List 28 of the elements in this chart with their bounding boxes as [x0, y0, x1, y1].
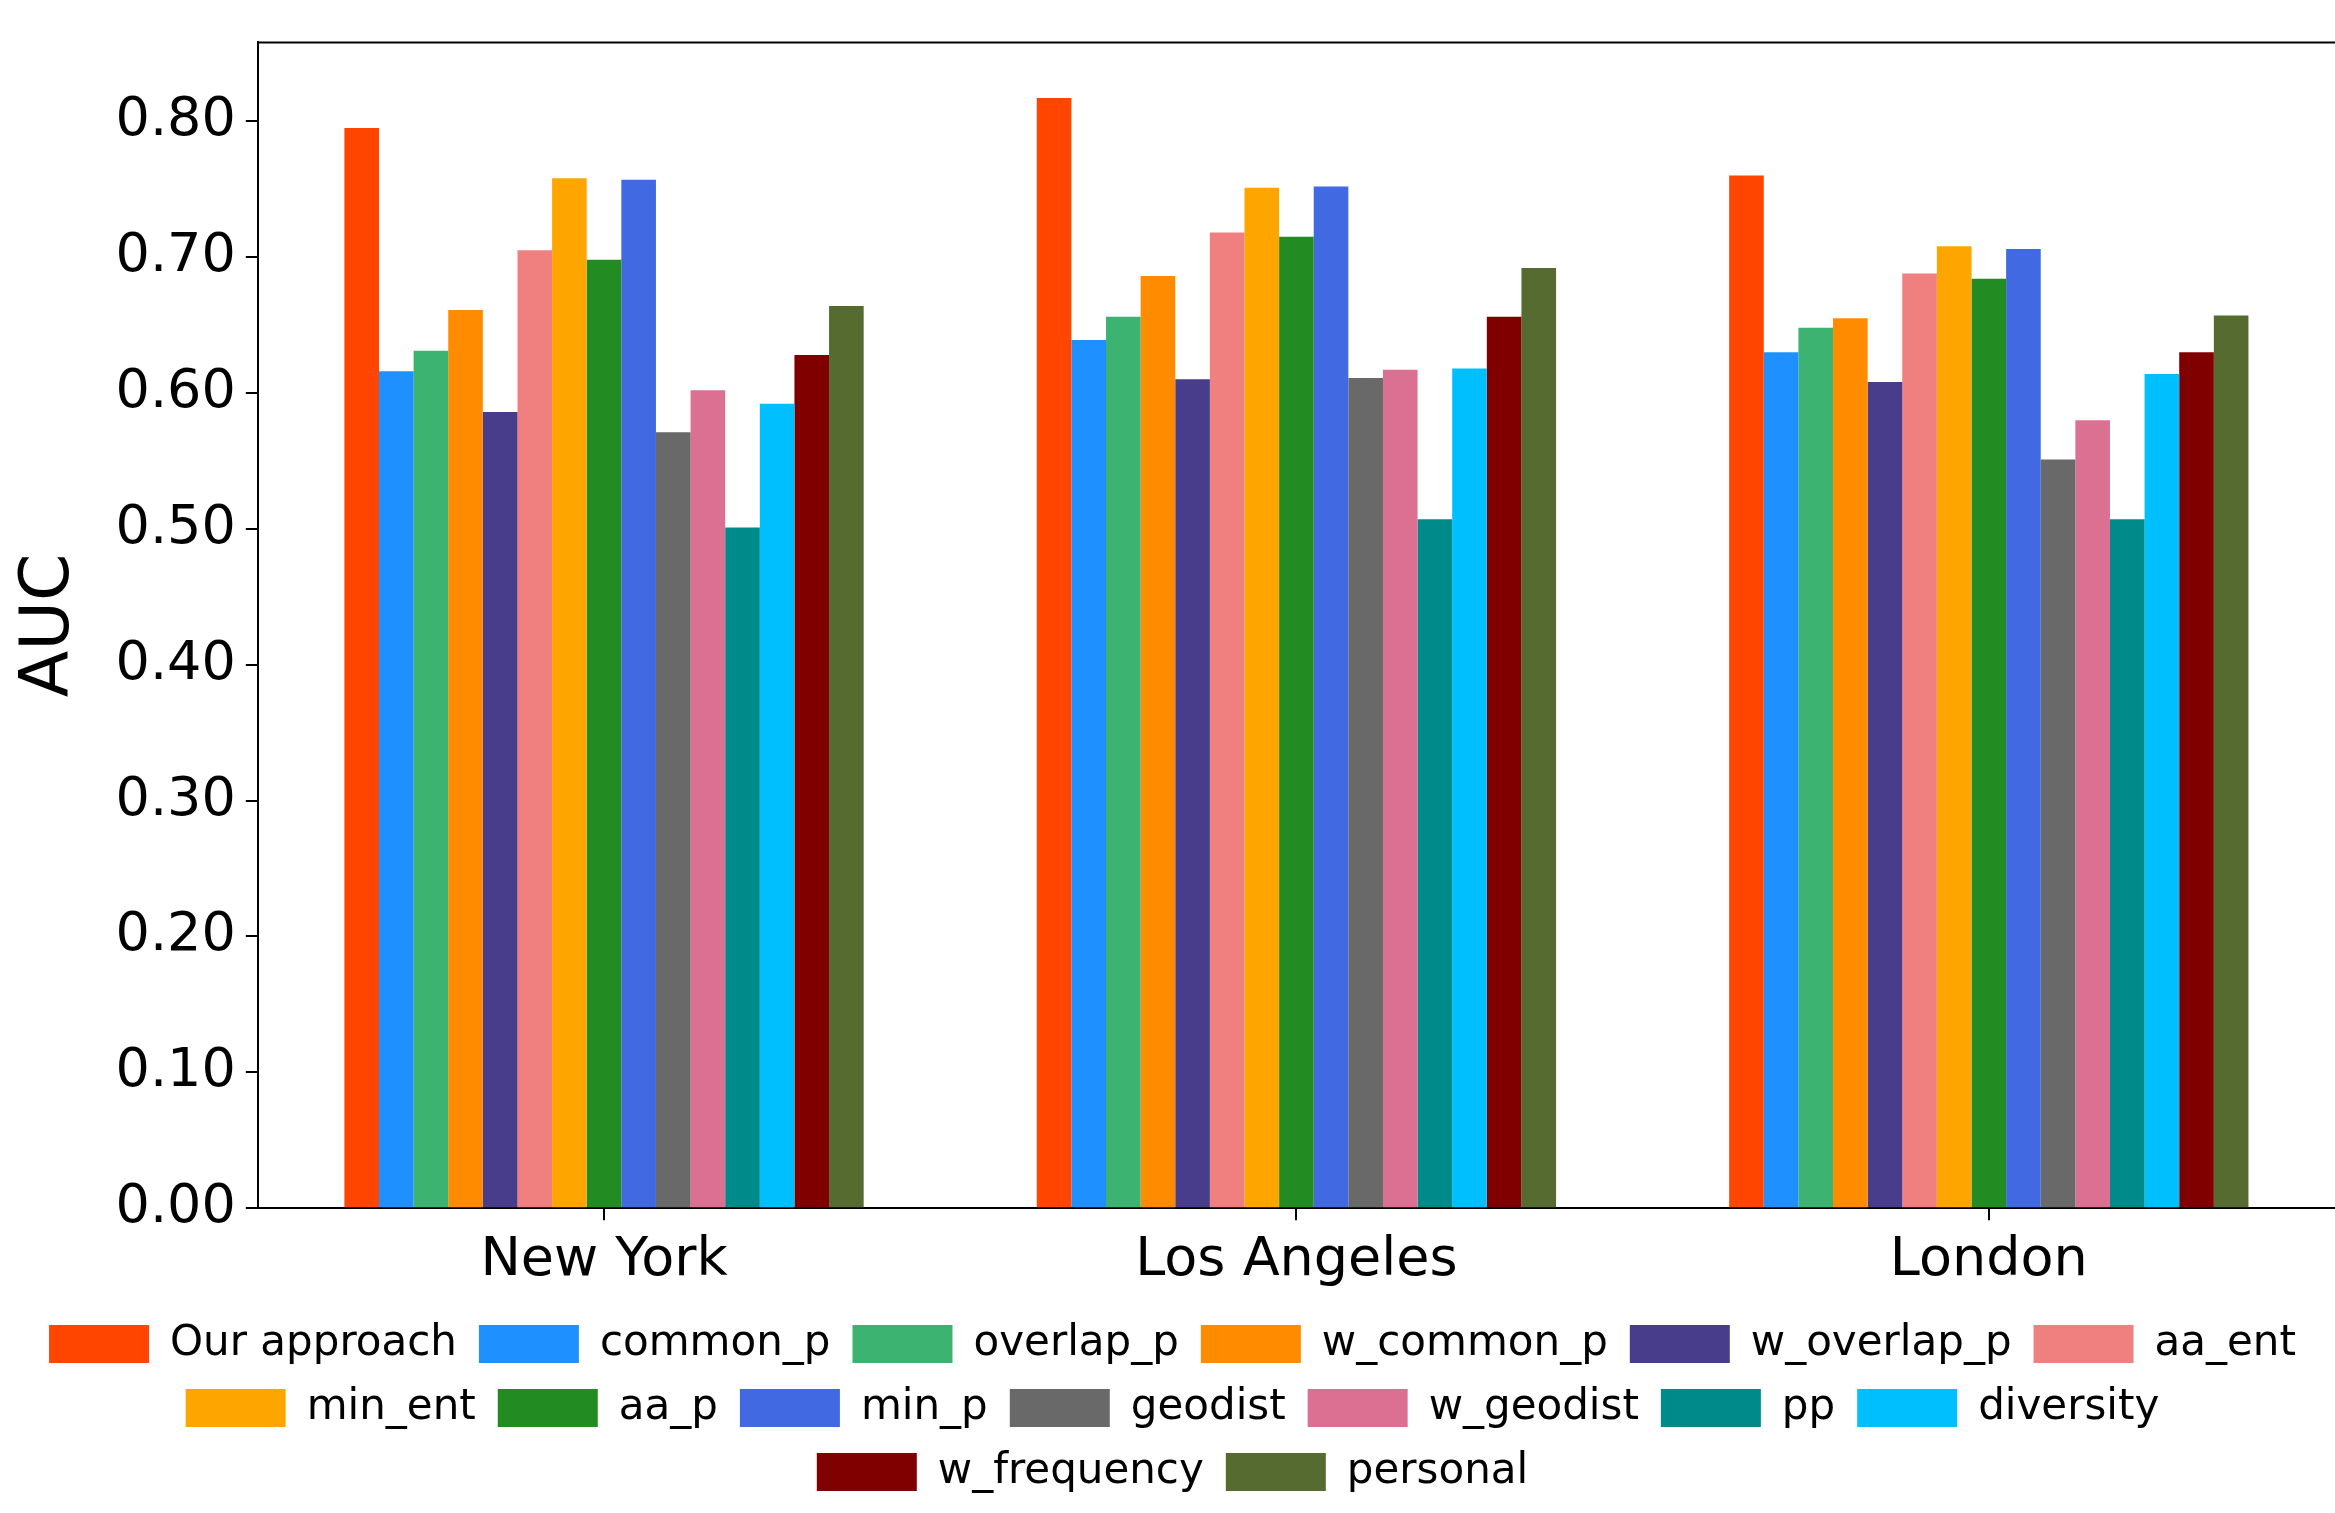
legend-label: overlap_p — [973, 1315, 1179, 1365]
legend-label: min_p — [860, 1379, 988, 1429]
y-tick-label: 0.70 — [115, 221, 236, 285]
y-axis-title: AUC — [5, 553, 85, 698]
legend-label: pp — [1781, 1379, 1836, 1429]
x-tick-label: Los Angeles — [1135, 1224, 1458, 1288]
y-tick-label: 0.00 — [115, 1172, 236, 1236]
y-tick-label: 0.50 — [115, 492, 236, 556]
y-tick-label: 0.10 — [115, 1036, 236, 1100]
y-tick-label: 0.30 — [115, 764, 236, 828]
legend-label: aa_p — [618, 1379, 718, 1429]
legend-label: min_ent — [306, 1379, 476, 1429]
legend-label: personal — [1346, 1443, 1529, 1493]
y-tick-label: 0.80 — [115, 85, 236, 149]
y-tick-label: 0.40 — [115, 628, 236, 692]
legend-label: w_overlap_p — [1750, 1315, 2012, 1365]
y-tick-label: 0.60 — [115, 356, 236, 420]
legend-label: common_p — [599, 1315, 831, 1365]
legend-label: geodist — [1130, 1379, 1286, 1429]
legend-label: w_geodist — [1428, 1379, 1639, 1429]
legend-label: diversity — [1978, 1379, 2160, 1429]
legend-label: aa_ent — [2154, 1315, 2296, 1365]
y-tick-label: 0.20 — [115, 900, 236, 964]
x-tick-label: London — [1889, 1224, 2088, 1288]
x-tick-label: New York — [480, 1224, 729, 1288]
legend-label: w_frequency — [937, 1443, 1204, 1493]
legend-label: Our approach — [170, 1315, 457, 1365]
legend-label: w_common_p — [1321, 1315, 1608, 1365]
